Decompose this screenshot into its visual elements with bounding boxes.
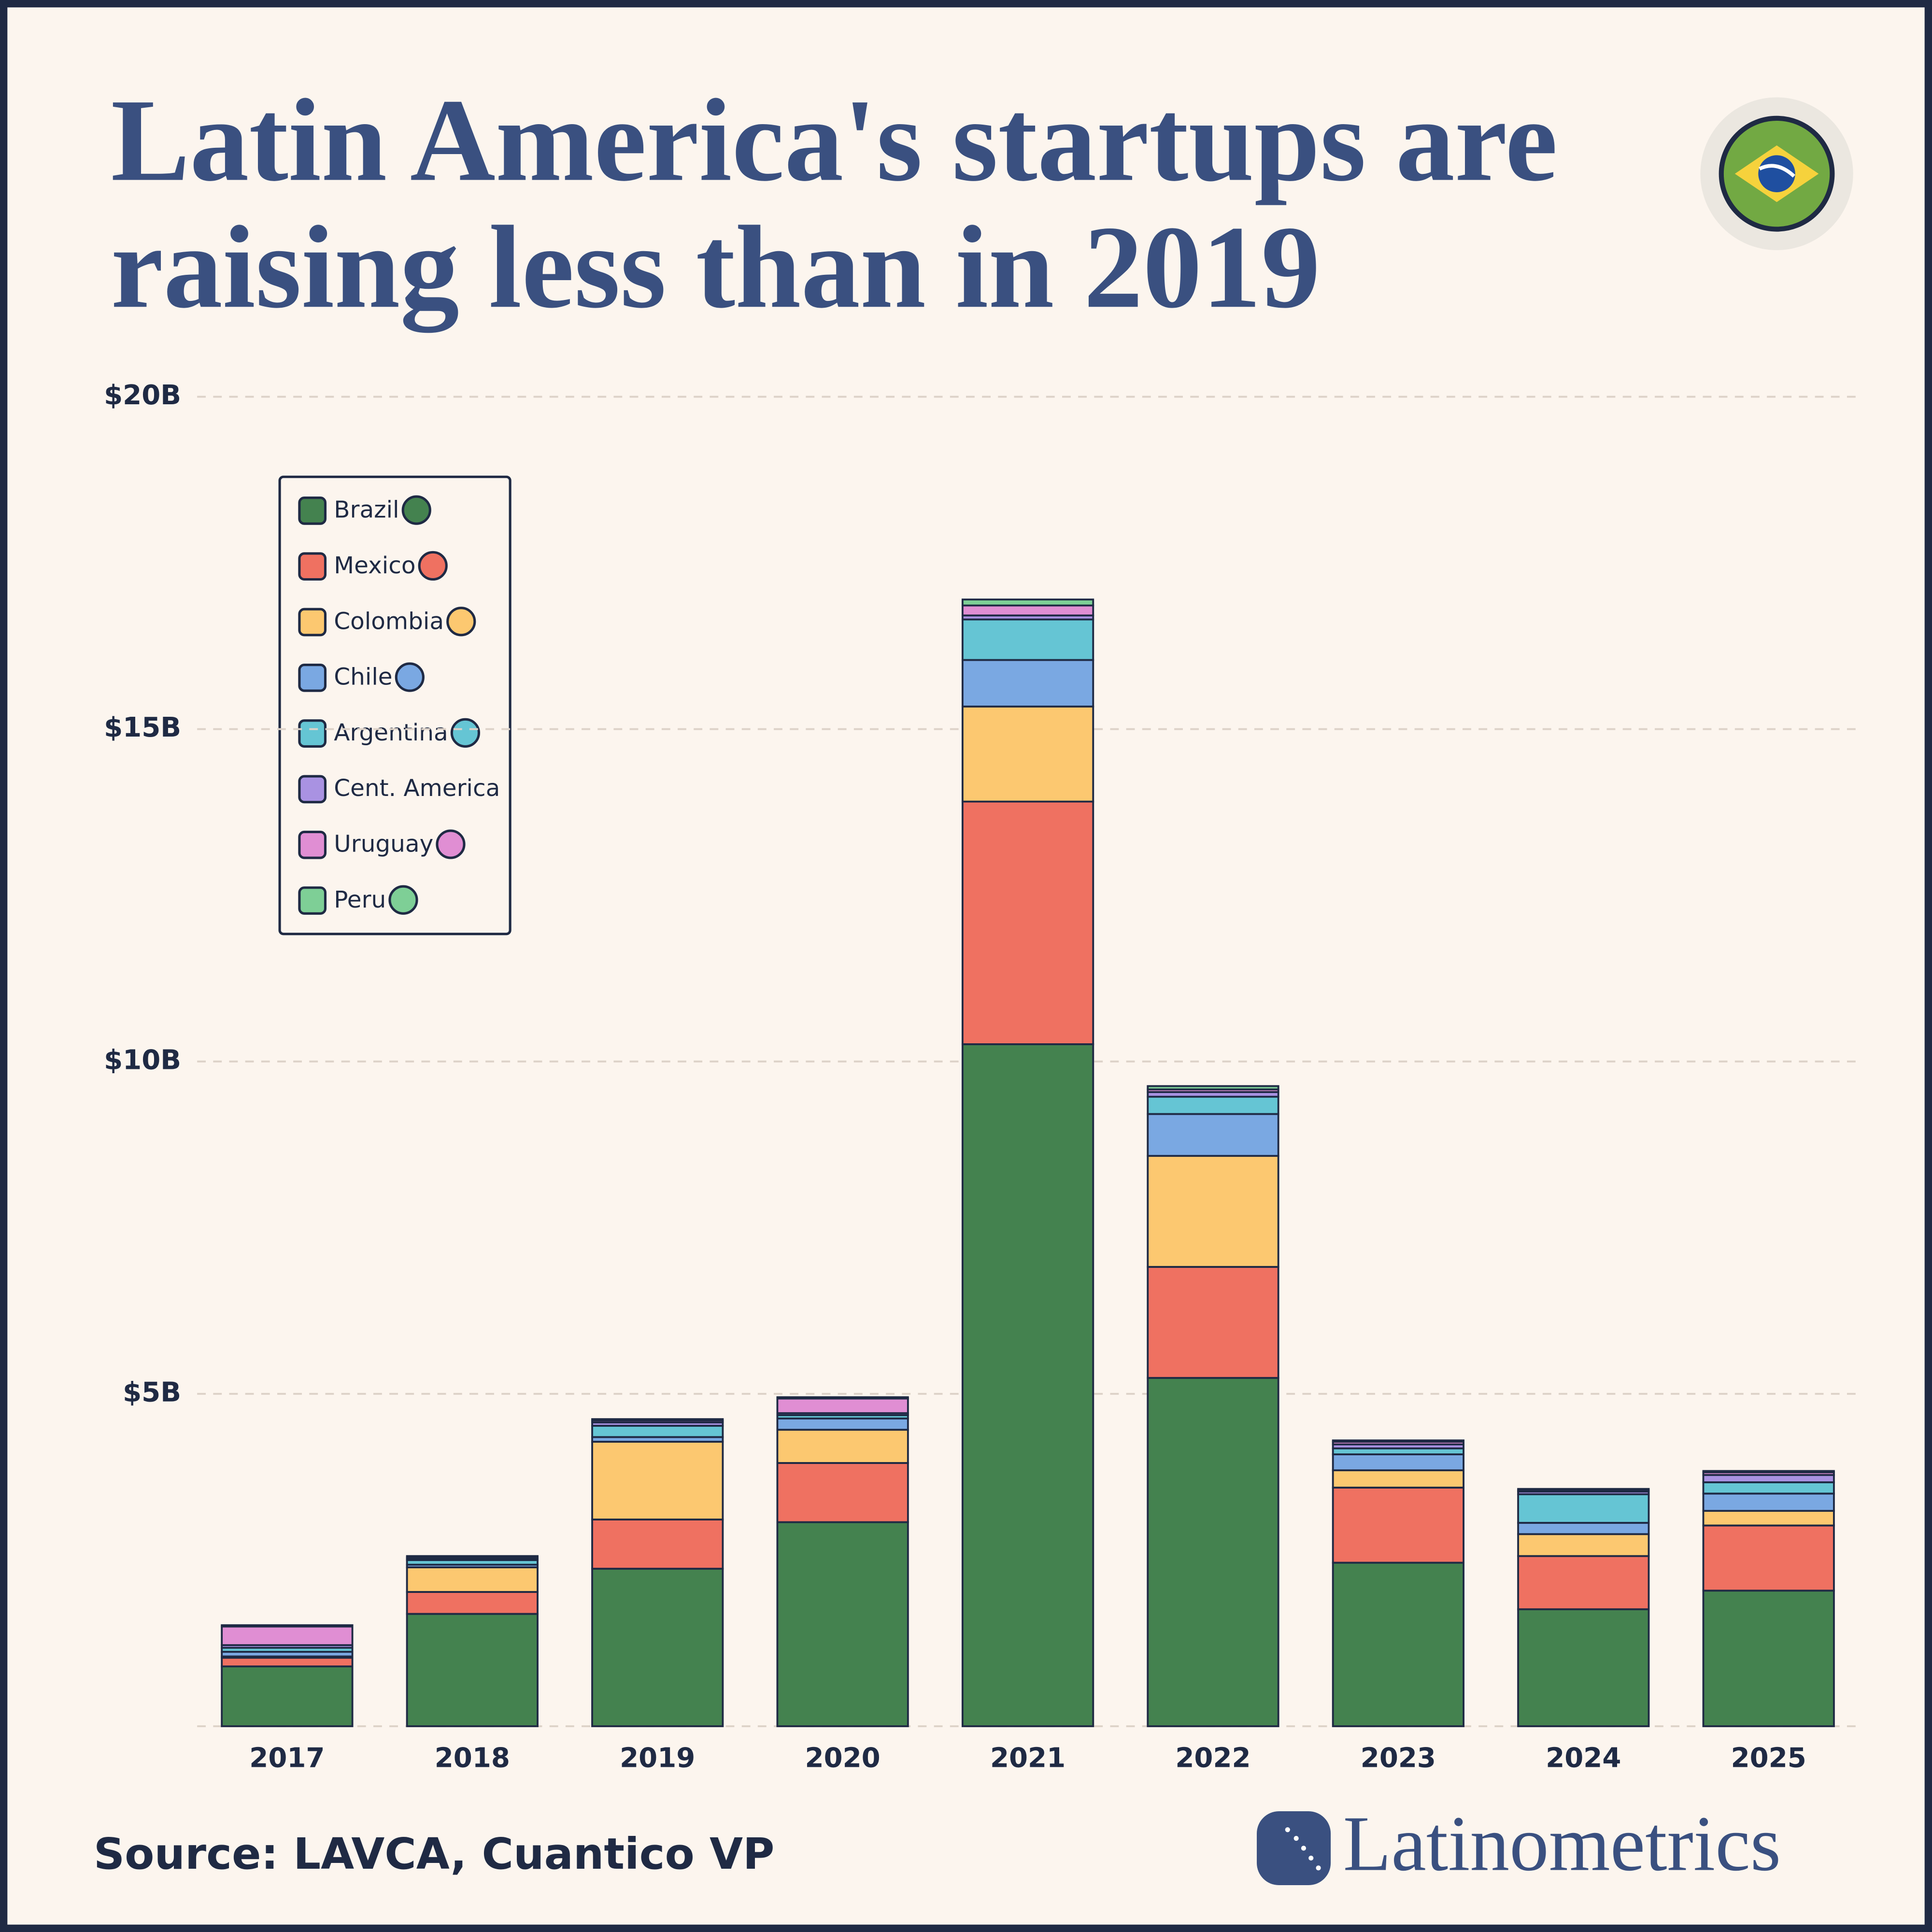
bar-segment bbox=[1517, 1555, 1650, 1610]
bar-segment bbox=[406, 1613, 539, 1727]
y-tick-label: $15B bbox=[104, 712, 181, 743]
bar-segment bbox=[591, 1424, 724, 1438]
chart-title: Latin America's startups are raising les… bbox=[111, 74, 1558, 333]
bar-segment bbox=[961, 800, 1094, 1045]
legend-label: Brazil bbox=[334, 497, 399, 524]
legend-flag bbox=[388, 885, 418, 915]
bar-segment bbox=[1702, 1510, 1835, 1527]
x-tick-label: 2025 bbox=[1731, 1742, 1806, 1774]
legend-swatch bbox=[298, 886, 327, 915]
bar-segment bbox=[1147, 1085, 1279, 1091]
x-tick-label: 2017 bbox=[249, 1742, 325, 1774]
bar-segment bbox=[221, 1624, 354, 1628]
legend-label: Argentina bbox=[334, 719, 448, 746]
y-tick-label: $20B bbox=[104, 380, 181, 411]
bar-segment bbox=[1332, 1453, 1465, 1472]
bar-segment bbox=[1517, 1608, 1650, 1727]
bar-segment bbox=[591, 1519, 724, 1570]
bar-segment bbox=[406, 1566, 539, 1593]
legend-swatch bbox=[298, 497, 327, 525]
legend-swatch bbox=[298, 830, 327, 859]
legend-label: Mexico bbox=[334, 552, 415, 579]
brazil-badge bbox=[1700, 97, 1853, 250]
bar-segment bbox=[776, 1462, 909, 1523]
legend-flag bbox=[450, 718, 481, 748]
bar-segment bbox=[1147, 1095, 1279, 1115]
bar-segment bbox=[1147, 1155, 1279, 1268]
bar-segment bbox=[1702, 1474, 1835, 1483]
x-tick-label: 2024 bbox=[1546, 1742, 1621, 1774]
x-tick-label: 2022 bbox=[1175, 1742, 1250, 1774]
bar-segment bbox=[1702, 1481, 1835, 1495]
x-tick-label: 2020 bbox=[805, 1742, 881, 1774]
legend-flag bbox=[418, 551, 448, 581]
bar-segment bbox=[776, 1417, 909, 1431]
bar-segment bbox=[961, 618, 1094, 661]
legend-label: Cent. America bbox=[334, 775, 500, 802]
bar-segment bbox=[1332, 1469, 1465, 1489]
bar-segment bbox=[1517, 1533, 1650, 1557]
legend-flag bbox=[395, 662, 425, 692]
legend-flag bbox=[401, 495, 431, 525]
bar-segment bbox=[221, 1665, 354, 1727]
bar-segment bbox=[1332, 1439, 1465, 1443]
legend-swatch bbox=[298, 719, 327, 748]
bar-segment bbox=[1517, 1521, 1650, 1535]
bar-segment bbox=[1702, 1590, 1835, 1727]
bar-segment bbox=[406, 1591, 539, 1615]
legend: Brazil Mexico Colombia Chile Argentina Cent. … bbox=[278, 475, 511, 936]
bar-segment bbox=[1702, 1524, 1835, 1592]
brand: Latinometrics bbox=[1343, 1801, 1781, 1888]
x-tick-label: 2018 bbox=[435, 1742, 510, 1774]
legend-label: Chile bbox=[334, 664, 392, 691]
x-tick-label: 2023 bbox=[1361, 1742, 1436, 1774]
bar-segment bbox=[961, 598, 1094, 607]
bar-segment bbox=[1517, 1493, 1650, 1524]
bar-segment bbox=[221, 1657, 354, 1668]
bar-segment bbox=[776, 1397, 909, 1414]
source: Source: LAVCA, Cuantico VP bbox=[94, 1829, 775, 1879]
y-tick-label: $5B bbox=[123, 1377, 181, 1408]
bar-segment bbox=[591, 1418, 724, 1421]
legend-swatch bbox=[298, 552, 327, 581]
bar-segment bbox=[1147, 1266, 1279, 1379]
bar-segment bbox=[961, 604, 1094, 617]
legend-flag bbox=[446, 607, 476, 637]
bar-segment bbox=[1332, 1562, 1465, 1727]
bar-segment bbox=[961, 705, 1094, 803]
bar-segment bbox=[1702, 1470, 1835, 1474]
legend-flag bbox=[436, 829, 466, 859]
bar-segment bbox=[406, 1555, 539, 1559]
bar-segment bbox=[1332, 1486, 1465, 1564]
x-tick-label: 2019 bbox=[620, 1742, 695, 1774]
legend-swatch bbox=[298, 663, 327, 692]
bar-segment bbox=[776, 1521, 909, 1727]
bar-segment bbox=[1147, 1377, 1279, 1727]
bar-segment bbox=[1517, 1488, 1650, 1492]
bar-segment bbox=[591, 1441, 724, 1520]
legend-swatch bbox=[298, 608, 327, 637]
legend-label: Peru bbox=[334, 886, 386, 913]
bar-segment bbox=[961, 659, 1094, 708]
legend-swatch bbox=[298, 775, 327, 804]
bar-segment bbox=[591, 1567, 724, 1727]
legend-label: Colombia bbox=[334, 608, 444, 635]
bar-segment bbox=[1702, 1492, 1835, 1512]
y-tick-label: $10B bbox=[104, 1044, 181, 1076]
bar-segment bbox=[221, 1625, 354, 1646]
legend-label: Uruguay bbox=[334, 831, 433, 858]
bar-segment bbox=[776, 1396, 909, 1400]
bar-segment bbox=[1147, 1113, 1279, 1157]
bar-segment bbox=[961, 1043, 1094, 1727]
x-tick-label: 2021 bbox=[990, 1742, 1065, 1774]
bar-segment bbox=[776, 1429, 909, 1464]
brand-logo bbox=[1257, 1811, 1331, 1886]
